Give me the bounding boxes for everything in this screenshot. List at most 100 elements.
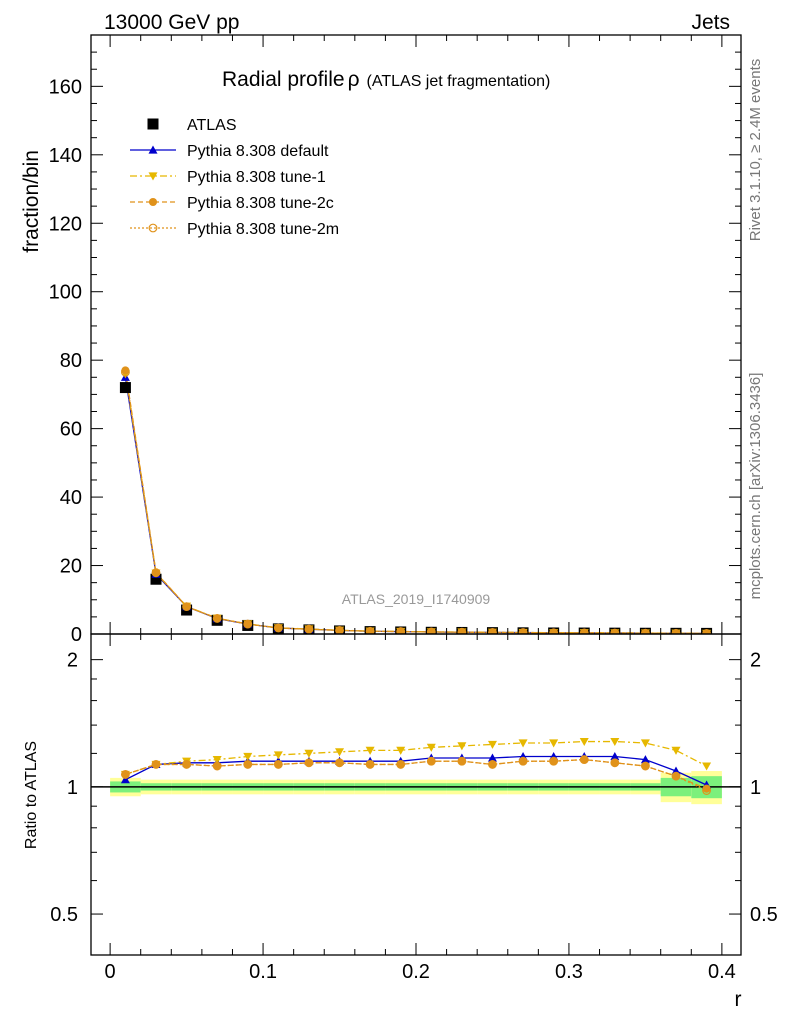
ratio-point-tune2m: [579, 755, 589, 765]
ratio-point-tune2m: [671, 771, 681, 781]
main-point-tune2m: [426, 627, 436, 634]
ratio-point-tune1: [212, 756, 222, 765]
header-left-label: 13000 GeV pp: [104, 11, 239, 34]
ratio-y-axis-title: Ratio to ATLAS: [23, 741, 40, 849]
ratio-point-tune1: [365, 746, 375, 755]
ratio-point-tune2c: [396, 760, 405, 769]
ratio-point-tune1: [549, 739, 559, 748]
main-point-tune2m: [273, 623, 283, 633]
main-y-tick-label: 80: [60, 350, 82, 372]
legend-marker-default: [148, 145, 158, 154]
legend-entry-default: Pythia 8.308 default: [130, 143, 329, 160]
ratio-y-tick-label: 1: [67, 777, 78, 799]
ratio-line-tune2m: [125, 758, 707, 792]
main-y-tick-label: 140: [49, 145, 82, 167]
main-point-tune2m: [640, 628, 650, 634]
chart-title-main: Radial profile: [222, 68, 345, 91]
legend-label-tune2m: Pythia 8.308 tune-2m: [187, 221, 339, 238]
main-point-tune2c: [396, 627, 405, 634]
legend-marker-atlas: [147, 118, 159, 130]
ratio-point-tune2c: [519, 757, 528, 766]
main-point-tune2m: [488, 628, 497, 634]
ratio-point-tune1: [640, 739, 650, 748]
main-point-tune2m: [304, 624, 314, 634]
ratio-point-tune1: [702, 762, 712, 771]
legend-label-atlas: ATLAS: [187, 117, 237, 134]
chart-title-sub: (ATLAS jet fragmentation): [367, 73, 551, 90]
ratio-point-tune1: [671, 746, 681, 755]
legend-entry-atlas: ATLAS: [147, 117, 237, 134]
x-tick-label: 0.2: [402, 961, 430, 983]
main-point-tune2m: [182, 602, 192, 612]
main-point-tune2c: [488, 628, 497, 634]
main-point-tune2c: [366, 627, 375, 634]
ratio-point-tune2m: [457, 756, 467, 766]
ratio-point-tune1: [487, 740, 497, 749]
ratio-point-tune2c: [274, 760, 283, 769]
x-tick-label: 0: [105, 961, 116, 983]
ratio-point-tune2c: [366, 760, 375, 769]
ratio-point-tune2m: [212, 761, 222, 771]
ratio-point-tune2m: [518, 756, 528, 766]
rivet-version-label: Rivet 3.1.10, ≥ 2.4M events: [747, 59, 764, 242]
main-point-tune2c: [304, 625, 313, 634]
ratio-uncertainty-bands: [91, 771, 741, 805]
ratio-y-tick-label: 2: [67, 650, 78, 672]
ratio-y-tick-label-right: 2: [750, 650, 761, 672]
ratio-point-tune2c: [641, 762, 650, 771]
main-point-tune2m: [212, 614, 222, 623]
ratio-y-tick-label: 0.5: [50, 904, 78, 926]
chart-title-rho: ρ: [348, 68, 360, 91]
axis-tick-labels: 0 20 40 60 80 100 120 140 160 0 0.1 0.2 0.3 0.4 0.5 0.5…: [49, 76, 778, 983]
main-point-tune2m: [365, 626, 375, 634]
main-y-tick-label: 60: [60, 419, 82, 441]
x-tick-label: 0.3: [555, 961, 583, 983]
ratio-plot-frame: [90, 633, 742, 956]
ratio-point-tune2c: [610, 758, 619, 767]
ratio-point-tune1: [518, 739, 528, 748]
main-point-tune2m: [579, 628, 589, 634]
ratio-point-tune2m: [335, 758, 344, 768]
legend-marker-tune2c: [148, 197, 158, 207]
ratio-point-tune1: [304, 749, 314, 758]
ratio-point-tune2m: [151, 759, 161, 769]
ratio-point-tune2c: [457, 757, 466, 766]
x-tick-label: 0.4: [708, 961, 736, 983]
main-y-tick-label: 120: [49, 213, 82, 235]
ratio-point-tune2c: [182, 760, 191, 769]
ratio-point-tune1: [273, 751, 283, 760]
ratio-point-tune1: [579, 737, 589, 747]
header-right-label: Jets: [691, 11, 730, 34]
main-point-tune2c: [519, 628, 528, 634]
main-point-atlas: [150, 573, 162, 585]
main-y-axis-title: fraction/bin: [20, 150, 43, 253]
ratio-point-tune2m: [182, 759, 192, 769]
ratio-line-tune1: [125, 740, 707, 776]
ratio-point-tune2c: [213, 762, 222, 771]
ratio-point-tune2c: [335, 758, 344, 767]
main-point-tune2m: [457, 627, 467, 634]
ratio-point-tune2c: [151, 760, 161, 769]
ratio-point-tune2c: [121, 770, 130, 779]
chart-title: Radial profile ρ (ATLAS jet fragmentation): [222, 68, 550, 91]
ratio-point-tune2m: [610, 758, 620, 768]
ratio-point-tune2m: [273, 759, 283, 769]
ratio-point-tune2m: [488, 759, 497, 769]
ratio-point-tune2m: [120, 770, 130, 779]
axis-ticks: [91, 34, 741, 955]
main-point-tune2m: [671, 628, 681, 634]
main-y-tick-label: 20: [60, 556, 82, 578]
main-point-tune2c: [457, 628, 466, 634]
main-y-tick-label: 100: [49, 282, 82, 304]
ratio-series-markers: [120, 737, 712, 795]
ratio-point-tune1: [426, 743, 436, 752]
main-point-tune2c: [182, 602, 191, 611]
ratio-point-tune1: [396, 746, 406, 755]
analysis-watermark: ATLAS_2019_I1740909: [342, 591, 491, 607]
main-point-tune2m: [120, 367, 130, 377]
main-point-tune2c: [243, 620, 252, 629]
ratio-point-tune2m: [702, 786, 712, 795]
ratio-point-tune2c: [580, 755, 589, 764]
main-point-tune2c: [151, 568, 161, 577]
